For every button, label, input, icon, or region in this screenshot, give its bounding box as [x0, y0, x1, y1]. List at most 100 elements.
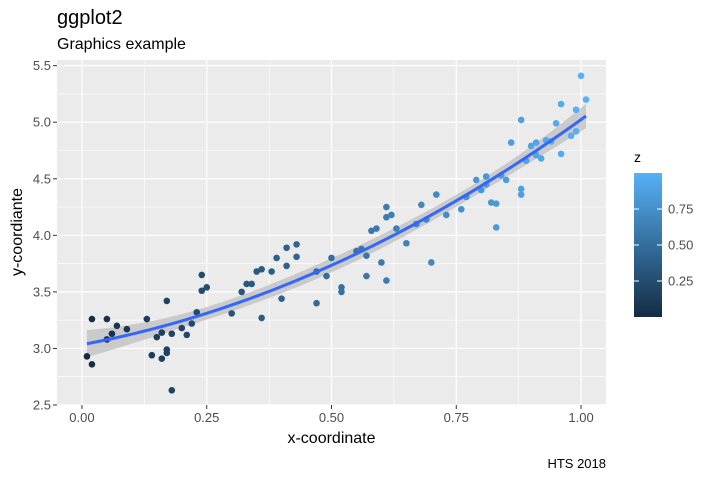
data-point	[433, 191, 440, 198]
data-point	[188, 320, 196, 327]
major-gridlines	[57, 60, 606, 406]
data-point	[203, 284, 211, 291]
data-point	[338, 284, 345, 291]
data-point	[532, 139, 540, 146]
data-point	[143, 315, 151, 323]
data-point	[383, 277, 390, 284]
data-point	[163, 297, 171, 305]
data-point	[268, 268, 275, 275]
data-point	[442, 211, 450, 219]
data-point	[557, 100, 565, 108]
data-point	[373, 225, 380, 232]
data-point	[517, 191, 525, 198]
data-point	[248, 280, 255, 288]
x-tick-label: 0.75	[444, 410, 469, 425]
data-point	[168, 387, 176, 394]
data-point	[273, 254, 280, 262]
data-point	[158, 329, 166, 336]
data-point	[487, 199, 495, 206]
data-point	[278, 295, 285, 302]
data-point	[283, 244, 290, 252]
y-tick-label: 5.0	[33, 115, 51, 130]
y-tick-label: 3.0	[33, 341, 51, 356]
data-point	[393, 225, 400, 232]
data-point	[517, 185, 525, 193]
x-tick-label: 0.50	[319, 410, 344, 425]
legend-tick-label: 0.25	[668, 274, 693, 289]
data-point	[293, 241, 300, 248]
y-axis-label: y-coordiante	[9, 188, 26, 276]
chart-caption: HTS 2018	[547, 456, 606, 471]
x-tick-label: 0.25	[194, 410, 219, 425]
data-point	[238, 288, 245, 296]
y-axis-ticks: 2.5 3.0 3.5 4.0 4.5 5.0 5.5	[33, 58, 57, 413]
data-point	[258, 314, 265, 322]
data-point	[323, 272, 330, 280]
data-point	[103, 315, 111, 323]
y-tick-label: 5.5	[33, 58, 51, 73]
y-tick-label: 4.0	[33, 228, 51, 243]
x-axis-ticks: 0.00 0.25 0.50 0.75 1.00	[69, 405, 594, 425]
data-point	[88, 315, 96, 323]
chart-subtitle: Graphics example	[57, 36, 186, 53]
data-point	[428, 259, 435, 266]
data-point	[368, 227, 375, 235]
data-point	[388, 211, 395, 219]
data-point	[88, 360, 96, 368]
data-point	[328, 254, 335, 262]
data-point	[178, 324, 186, 332]
data-point	[293, 253, 300, 261]
data-point	[482, 173, 490, 180]
y-tick-label: 2.5	[33, 398, 51, 413]
x-axis-label: x-coordinate	[287, 430, 375, 447]
data-point	[577, 72, 585, 80]
data-point	[383, 213, 390, 221]
data-point	[502, 176, 510, 184]
data-point	[507, 139, 515, 146]
x-tick-label: 0.00	[69, 410, 94, 425]
x-tick-label: 1.00	[568, 410, 593, 425]
data-point	[113, 322, 121, 330]
data-point	[527, 142, 535, 150]
data-point	[338, 288, 345, 296]
data-point	[492, 224, 500, 231]
data-point	[457, 206, 465, 213]
data-point	[148, 351, 156, 359]
data-point	[258, 265, 265, 273]
y-tick-label: 4.5	[33, 171, 51, 186]
data-point	[492, 200, 500, 207]
data-point	[418, 201, 425, 209]
data-point	[517, 116, 525, 124]
data-point	[168, 330, 176, 338]
data-point	[243, 280, 250, 288]
data-point	[572, 106, 580, 114]
legend-ticks: 0.25 0.50 0.75	[634, 202, 693, 289]
data-point	[403, 239, 410, 247]
data-point	[108, 330, 116, 338]
data-point	[572, 127, 580, 135]
data-point	[153, 333, 161, 341]
data-point	[582, 96, 590, 103]
data-point	[313, 299, 320, 307]
chart-title: ggplot2	[57, 7, 123, 29]
legend-title: z	[634, 149, 641, 165]
data-point	[83, 353, 91, 360]
data-point	[198, 271, 206, 279]
data-point	[163, 349, 171, 357]
data-point	[383, 203, 390, 211]
data-point	[198, 287, 206, 295]
data-point	[537, 155, 545, 162]
data-point	[567, 132, 575, 140]
data-point	[123, 325, 131, 333]
data-point	[472, 176, 480, 184]
data-point	[228, 310, 235, 317]
y-tick-label: 3.5	[33, 284, 51, 299]
legend-tick-label: 0.75	[668, 202, 693, 217]
data-point	[363, 252, 370, 259]
data-point	[557, 150, 565, 158]
data-point	[552, 120, 560, 127]
legend-tick-label: 0.50	[668, 238, 693, 253]
data-point	[283, 262, 290, 270]
data-point	[158, 355, 166, 362]
